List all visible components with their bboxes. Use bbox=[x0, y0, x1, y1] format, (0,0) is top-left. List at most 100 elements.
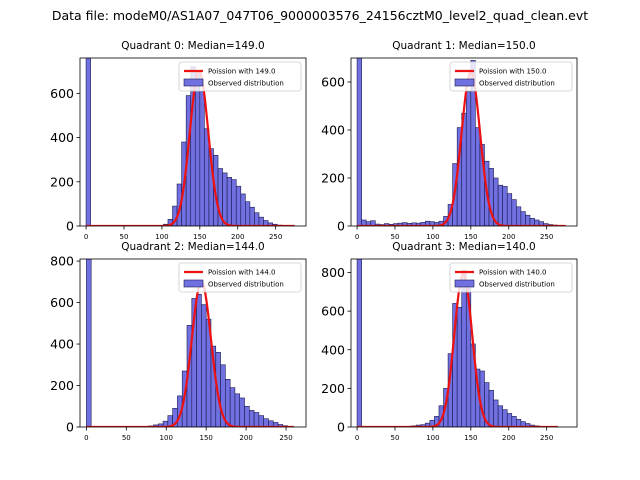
axes-frame bbox=[79, 258, 307, 428]
histogram-bar bbox=[258, 216, 264, 226]
y-tick-label: 0 bbox=[337, 420, 345, 435]
y-tick-label: 0 bbox=[66, 219, 74, 234]
histogram-bar bbox=[511, 199, 517, 226]
x-tick-label: 50 bbox=[391, 233, 400, 241]
histogram-bar bbox=[199, 90, 205, 226]
legend-observed-label: Observed distribution bbox=[479, 80, 555, 88]
histogram-bar bbox=[249, 410, 255, 427]
histogram-bar bbox=[222, 172, 228, 226]
x-tick-label: 150 bbox=[464, 434, 477, 442]
x-tick-label: 250 bbox=[540, 434, 553, 442]
x-tick-label: 150 bbox=[199, 434, 212, 442]
x-tick-label: 200 bbox=[502, 434, 515, 442]
histogram-bar bbox=[525, 214, 531, 226]
poisson-curve bbox=[357, 71, 566, 226]
x-tick-label: 0 bbox=[84, 434, 88, 442]
legend-observed-swatch bbox=[454, 78, 475, 87]
histogram-bar bbox=[235, 185, 242, 226]
histogram-bar bbox=[506, 413, 513, 427]
y-tick-label: 800 bbox=[50, 254, 74, 269]
y-tick-label: 600 bbox=[50, 86, 74, 101]
x-tick-label: 200 bbox=[502, 233, 515, 241]
poisson-curve bbox=[86, 280, 295, 427]
histogram-bar bbox=[263, 418, 269, 427]
legend-box bbox=[178, 61, 302, 92]
y-tick-label: 600 bbox=[321, 75, 345, 90]
histogram-bar bbox=[86, 259, 92, 427]
histogram-bar bbox=[240, 193, 246, 226]
y-tick-label: 400 bbox=[321, 342, 345, 357]
histogram-bar bbox=[465, 91, 472, 226]
x-tick-label: 250 bbox=[269, 233, 282, 241]
axes-frame bbox=[79, 57, 307, 227]
poisson-curve bbox=[86, 70, 295, 226]
histogram-bar bbox=[258, 415, 264, 427]
axes-frame bbox=[350, 258, 578, 428]
x-tick-label: 0 bbox=[355, 233, 359, 241]
x-tick-label: 200 bbox=[231, 233, 244, 241]
histogram-bar bbox=[356, 259, 362, 427]
histogram-bar bbox=[196, 293, 202, 427]
y-tick-label: 200 bbox=[50, 378, 74, 393]
histogram-bar bbox=[85, 58, 91, 226]
y-tick-label: 0 bbox=[337, 219, 345, 234]
quadrant-0-chart: 0 50 100 150 200 250 0 200 400 600 Quadrant 0: Med… bbox=[50, 40, 307, 241]
subplot-title: Quadrant 1: Median=150.0 bbox=[392, 40, 535, 52]
histogram-bar bbox=[497, 184, 503, 226]
quadrant-panels: 0 50 100 150 200 250 0 200 400 600 Quadrant 0: Med… bbox=[50, 40, 578, 442]
histogram-bar bbox=[520, 211, 526, 226]
histogram-bar bbox=[529, 218, 535, 226]
histogram-bar bbox=[194, 70, 201, 226]
histogram-bar bbox=[239, 397, 245, 427]
histogram-bar bbox=[231, 179, 237, 226]
x-tick-label: 50 bbox=[122, 434, 131, 442]
y-tick-label: 0 bbox=[66, 420, 74, 435]
histogram-bar bbox=[253, 412, 260, 427]
x-tick-label: 150 bbox=[193, 233, 206, 241]
x-tick-label: 0 bbox=[84, 233, 88, 241]
histogram-bar bbox=[234, 393, 241, 427]
y-tick-label: 800 bbox=[321, 265, 345, 280]
quadrant-2-chart: 0 50 100 150 200 250 0 200 400 600 800 Quadrant 2: … bbox=[50, 241, 307, 442]
x-tick-label: 0 bbox=[355, 434, 359, 442]
legend-observed-swatch bbox=[183, 78, 204, 87]
legend-box bbox=[449, 262, 573, 293]
y-tick-label: 400 bbox=[50, 130, 74, 145]
y-tick-label: 200 bbox=[321, 171, 345, 186]
x-tick-label: 100 bbox=[426, 233, 439, 241]
histogram-bar bbox=[370, 220, 376, 226]
legend-observed-swatch bbox=[454, 279, 475, 288]
x-tick-label: 50 bbox=[120, 233, 129, 241]
histogram-bar bbox=[475, 127, 481, 226]
histogram-bar bbox=[461, 270, 467, 427]
y-tick-label: 200 bbox=[321, 381, 345, 396]
plot-area bbox=[356, 58, 566, 226]
legend: Poission with 149.0 Observed distribution bbox=[178, 61, 302, 92]
histogram-bar bbox=[226, 177, 232, 226]
histogram-bar bbox=[201, 304, 207, 427]
legend-poisson-label: Poission with 144.0 bbox=[208, 269, 276, 277]
plot-area bbox=[356, 259, 559, 427]
histogram-bar bbox=[245, 201, 251, 226]
histogram-bar bbox=[506, 193, 513, 226]
plot-area bbox=[85, 58, 295, 226]
legend: Poission with 140.0 Observed distribution bbox=[449, 262, 573, 293]
quadrant-3-chart: 0 50 100 150 200 250 0 200 400 600 800 Quadrant 3: … bbox=[321, 241, 578, 442]
histogram-bar bbox=[488, 390, 494, 427]
y-tick-label: 600 bbox=[321, 304, 345, 319]
x-tick-label: 250 bbox=[279, 434, 292, 442]
quadrant-1-chart: 0 50 100 150 200 250 0 200 400 600 Quadrant 1: Med… bbox=[321, 40, 578, 241]
subplot-title: Quadrant 3: Median=140.0 bbox=[392, 241, 535, 253]
histogram-bar bbox=[516, 206, 522, 226]
y-tick-label: 400 bbox=[50, 337, 74, 352]
histogram-bar bbox=[204, 128, 210, 226]
histogram-bar bbox=[511, 416, 517, 427]
legend: Poission with 150.0 Observed distribution bbox=[449, 61, 573, 92]
x-tick-label: 200 bbox=[239, 434, 252, 442]
x-tick-label: 50 bbox=[391, 434, 400, 442]
figure-title: Data file: modeM0/AS1A07_047T06_90000035… bbox=[52, 8, 588, 23]
x-tick-label: 100 bbox=[155, 233, 168, 241]
histogram-bar bbox=[244, 405, 250, 427]
axes-frame bbox=[350, 57, 578, 227]
